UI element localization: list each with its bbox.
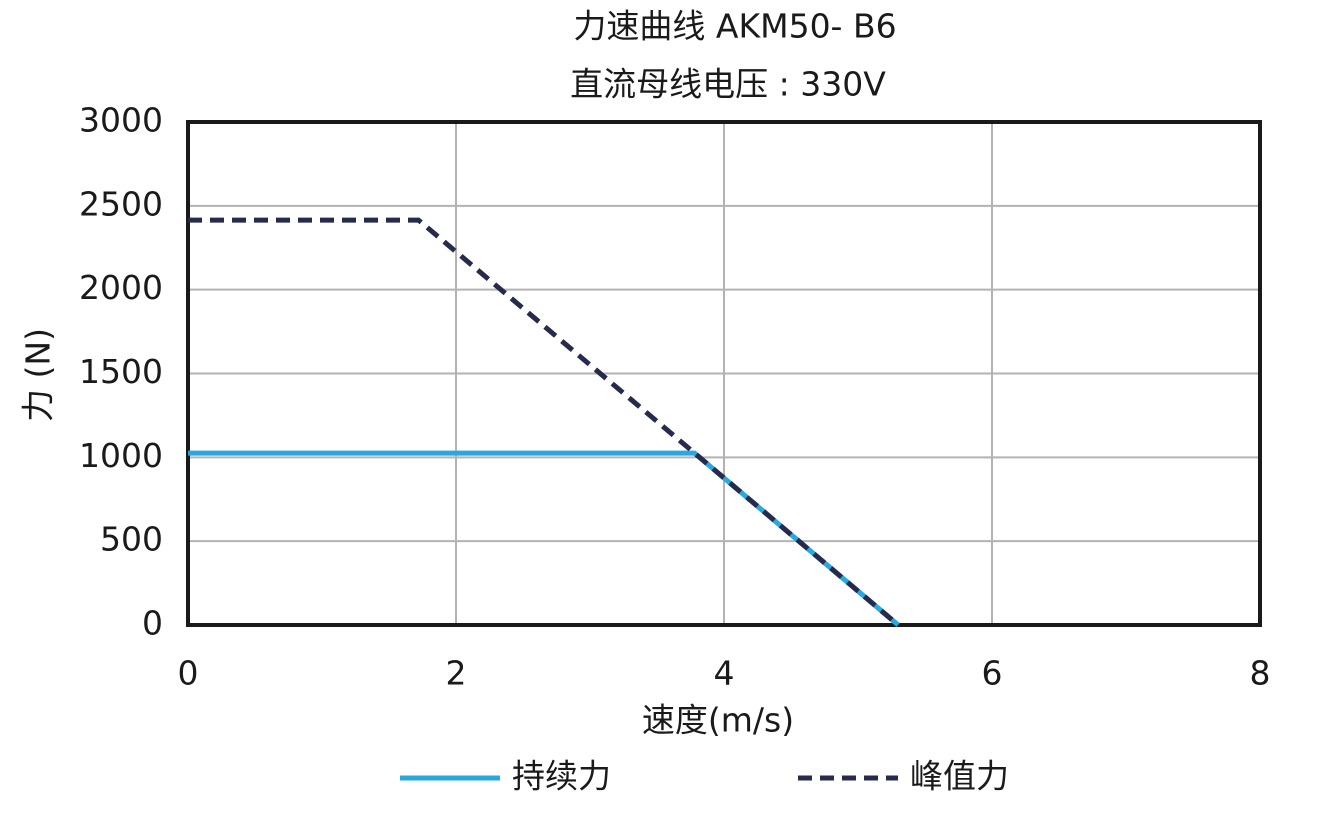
y-tick-label: 0	[142, 604, 163, 643]
plot-frame	[186, 120, 1262, 627]
y-tick-label: 2000	[79, 268, 163, 307]
x-tick-label: 2	[446, 654, 467, 693]
y-tick-label: 1500	[79, 352, 163, 391]
legend-label: 峰值力	[910, 757, 1009, 796]
chart-title: 力速曲线 AKM50- B6	[573, 7, 896, 46]
data-line	[188, 450, 900, 627]
x-tick-label: 0	[178, 654, 199, 693]
legend-label: 持续力	[512, 757, 611, 796]
data-line	[188, 217, 900, 627]
x-tick-label: 4	[714, 654, 735, 693]
x-tick-label: 8	[1250, 654, 1271, 693]
y-tick-label: 1000	[79, 436, 163, 475]
y-tick-label: 3000	[79, 101, 163, 140]
y-tick-label: 2500	[79, 184, 163, 223]
x-axis-label: 速度(m/s)	[642, 701, 794, 740]
x-tick-label: 6	[982, 654, 1003, 693]
y-axis-label: 力 (N)	[19, 328, 58, 422]
chart-subtitle: 直流母线电压 : 330V	[570, 65, 886, 104]
y-tick-label: 500	[100, 520, 163, 559]
